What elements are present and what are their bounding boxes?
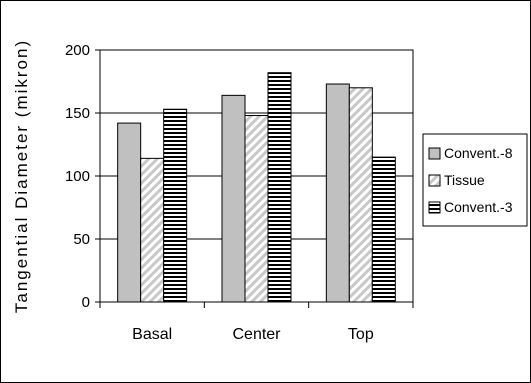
legend-label: Tissue	[444, 172, 485, 188]
y-axis-title: Tangential Diameter (mikron)	[12, 39, 31, 313]
bar-convent-8-center	[221, 94, 246, 303]
bar-convent-3-center	[267, 72, 292, 303]
bar-tissue-center	[244, 115, 269, 303]
y-tick-label: 100	[65, 168, 90, 185]
legend-swatch	[428, 147, 441, 160]
x-tick-label: Top	[348, 326, 374, 343]
legend-swatch	[428, 174, 441, 187]
y-tick-label: 50	[73, 231, 90, 248]
x-tick-label: Basal	[132, 326, 172, 343]
legend-label: Convent.-3	[444, 199, 513, 215]
bar-convent-3-basal	[163, 108, 188, 303]
bar-convent-3-top	[371, 156, 396, 303]
legend: Convent.-8 Tissue Convent.-3	[422, 133, 528, 227]
bar-tissue-basal	[140, 157, 165, 303]
y-tick-label: 200	[65, 42, 90, 59]
bar-tissue-top	[348, 87, 373, 303]
legend-swatch	[428, 201, 441, 214]
legend-label: Convent.-8	[444, 145, 513, 161]
y-tick-label: 0	[82, 294, 90, 311]
bar-convent-8-basal	[117, 122, 142, 303]
y-tick-label: 150	[65, 105, 90, 122]
bar-convent-8-top	[325, 83, 350, 303]
x-tick-label: Center	[232, 326, 281, 343]
